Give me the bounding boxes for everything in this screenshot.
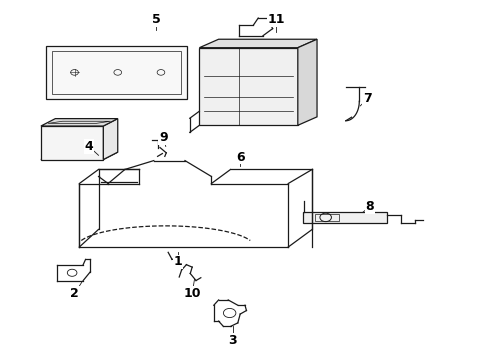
Text: 10: 10 — [183, 287, 201, 300]
Polygon shape — [303, 212, 387, 223]
Polygon shape — [298, 39, 317, 125]
Text: 9: 9 — [159, 131, 168, 144]
Text: 5: 5 — [152, 13, 161, 26]
Text: 11: 11 — [268, 13, 285, 26]
Text: 8: 8 — [366, 200, 374, 213]
Text: 7: 7 — [363, 93, 372, 105]
Polygon shape — [199, 39, 317, 48]
Polygon shape — [46, 46, 187, 99]
Text: 6: 6 — [236, 150, 245, 163]
Polygon shape — [199, 48, 298, 125]
Text: 1: 1 — [173, 255, 182, 268]
Polygon shape — [41, 126, 103, 159]
Polygon shape — [41, 118, 118, 126]
Text: 4: 4 — [85, 140, 93, 153]
Text: 3: 3 — [229, 334, 237, 347]
Polygon shape — [103, 118, 118, 159]
Text: 2: 2 — [70, 287, 79, 300]
Polygon shape — [41, 152, 118, 159]
